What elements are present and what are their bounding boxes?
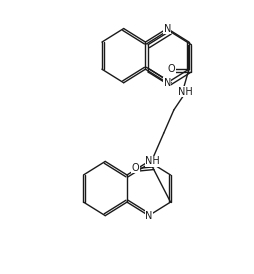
Text: O: O bbox=[168, 64, 175, 74]
Text: N: N bbox=[145, 211, 152, 221]
Text: NH: NH bbox=[145, 156, 160, 166]
Text: N: N bbox=[164, 78, 171, 88]
Text: N: N bbox=[164, 24, 171, 33]
Text: NH: NH bbox=[178, 87, 193, 97]
Text: N: N bbox=[145, 156, 152, 166]
Text: O: O bbox=[132, 163, 139, 173]
